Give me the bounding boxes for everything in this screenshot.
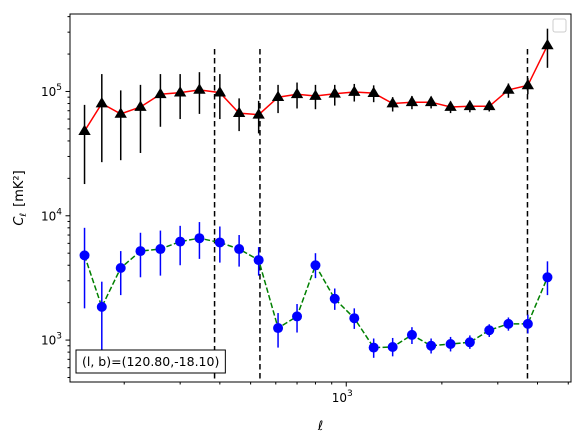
series-1-marker-15 (368, 342, 379, 353)
series-0-marker-11 (290, 87, 304, 99)
series-0-marker-6 (193, 83, 206, 94)
series-1-marker-23 (522, 318, 533, 329)
series-0-marker-2 (114, 107, 127, 118)
series-0-marker-15 (367, 86, 380, 98)
series-0-marker-9 (252, 108, 265, 119)
series-1-marker-9 (253, 255, 264, 266)
series-0-marker-1 (95, 97, 108, 108)
series-0 (78, 28, 554, 185)
axes-frame (69, 13, 572, 383)
series-1-marker-10 (273, 323, 284, 334)
vertical-markers (213, 49, 529, 382)
x-axis-label: ℓ (317, 419, 323, 434)
series-1-marker-6 (194, 233, 205, 244)
series-0-marker-4 (154, 87, 167, 99)
series-1-marker-20 (464, 337, 475, 348)
y-tick-label-2: 105 (41, 83, 62, 99)
series-1-marker-4 (155, 244, 166, 255)
series-0-marker-13 (328, 87, 341, 98)
series-0-marker-23 (521, 78, 535, 90)
annotation-text: (l, b)=(120.80,-18.10) (82, 354, 219, 369)
series-1-marker-19 (445, 338, 456, 349)
x-tick-label-0: 103 (332, 389, 353, 405)
series-1-marker-16 (387, 341, 398, 352)
series-0-marker-8 (232, 106, 246, 117)
series-layer (78, 28, 554, 358)
series-0-marker-12 (309, 89, 322, 100)
series-1-marker-12 (310, 260, 321, 271)
series-0-marker-21 (483, 99, 496, 111)
series-1-marker-13 (329, 293, 340, 304)
series-1-marker-11 (292, 311, 303, 322)
series-0-marker-22 (502, 83, 515, 94)
y-tick-label-1: 104 (41, 207, 62, 223)
series-1-marker-5 (175, 236, 186, 247)
series-0-marker-16 (386, 97, 399, 108)
series-1-marker-17 (406, 329, 417, 340)
series-1-marker-1 (96, 301, 107, 312)
annotation-box: (l, b)=(120.80,-18.10) (75, 349, 226, 374)
series-1-marker-3 (135, 246, 146, 257)
series-0-marker-24 (541, 38, 554, 50)
series-0-marker-5 (173, 86, 187, 97)
series-1-marker-8 (234, 244, 245, 255)
series-0-marker-14 (348, 85, 361, 96)
series-1-marker-2 (115, 263, 126, 274)
series-0-marker-17 (405, 95, 419, 107)
series-1 (79, 222, 553, 358)
series-1-marker-24 (542, 272, 553, 283)
series-1-marker-7 (214, 237, 225, 248)
series-1-marker-14 (349, 313, 360, 324)
series-0-marker-10 (271, 90, 285, 102)
series-0-marker-0 (78, 124, 91, 135)
ticks: 103 104 105 103 (41, 16, 569, 405)
y-axis-label: Cℓ[mK²] (12, 170, 29, 225)
series-1-marker-18 (426, 340, 437, 351)
series-1-marker-21 (484, 325, 495, 336)
series-0-marker-7 (213, 86, 227, 97)
series-0-marker-20 (463, 99, 477, 111)
legend-box (552, 18, 567, 33)
series-0-marker-19 (444, 100, 457, 111)
series-0-marker-3 (134, 100, 147, 111)
series-1-marker-22 (503, 318, 514, 329)
y-tick-label-0: 103 (41, 332, 62, 348)
series-0-marker-18 (424, 95, 438, 107)
series-1-marker-0 (79, 250, 90, 261)
